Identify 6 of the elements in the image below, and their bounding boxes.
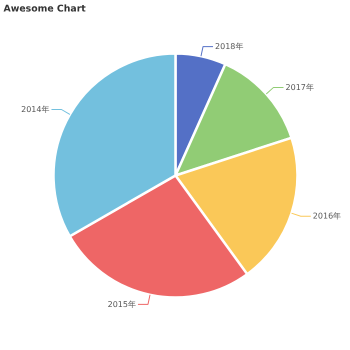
slice-label: 2014年 — [21, 105, 50, 114]
slice-label: 2018年 — [215, 42, 244, 52]
slice-label: 2017年 — [286, 82, 314, 92]
slice-label: 2016年 — [312, 212, 342, 221]
chart-title: Awesome Chart — [4, 4, 86, 14]
slice-label: 2015年 — [108, 300, 136, 309]
